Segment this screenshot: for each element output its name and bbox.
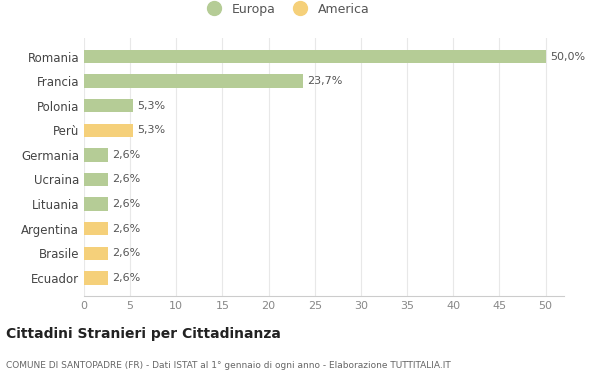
- Text: 2,6%: 2,6%: [113, 248, 141, 258]
- Text: 5,3%: 5,3%: [137, 101, 166, 111]
- Bar: [84, 50, 545, 63]
- Legend: Europa, America: Europa, America: [197, 0, 374, 21]
- Text: 2,6%: 2,6%: [113, 150, 141, 160]
- Bar: [84, 197, 108, 211]
- Text: 2,6%: 2,6%: [113, 273, 141, 283]
- Bar: [84, 99, 133, 112]
- Bar: [84, 173, 108, 186]
- Text: 2,6%: 2,6%: [113, 224, 141, 234]
- Bar: [84, 271, 108, 285]
- Bar: [84, 247, 108, 260]
- Text: 23,7%: 23,7%: [307, 76, 343, 86]
- Text: 2,6%: 2,6%: [113, 174, 141, 185]
- Bar: [84, 74, 303, 88]
- Text: 5,3%: 5,3%: [137, 125, 166, 135]
- Text: COMUNE DI SANTOPADRE (FR) - Dati ISTAT al 1° gennaio di ogni anno - Elaborazione: COMUNE DI SANTOPADRE (FR) - Dati ISTAT a…: [6, 361, 451, 370]
- Bar: [84, 148, 108, 162]
- Text: Cittadini Stranieri per Cittadinanza: Cittadini Stranieri per Cittadinanza: [6, 327, 281, 341]
- Text: 2,6%: 2,6%: [113, 199, 141, 209]
- Bar: [84, 124, 133, 137]
- Text: 50,0%: 50,0%: [550, 52, 585, 62]
- Bar: [84, 222, 108, 236]
